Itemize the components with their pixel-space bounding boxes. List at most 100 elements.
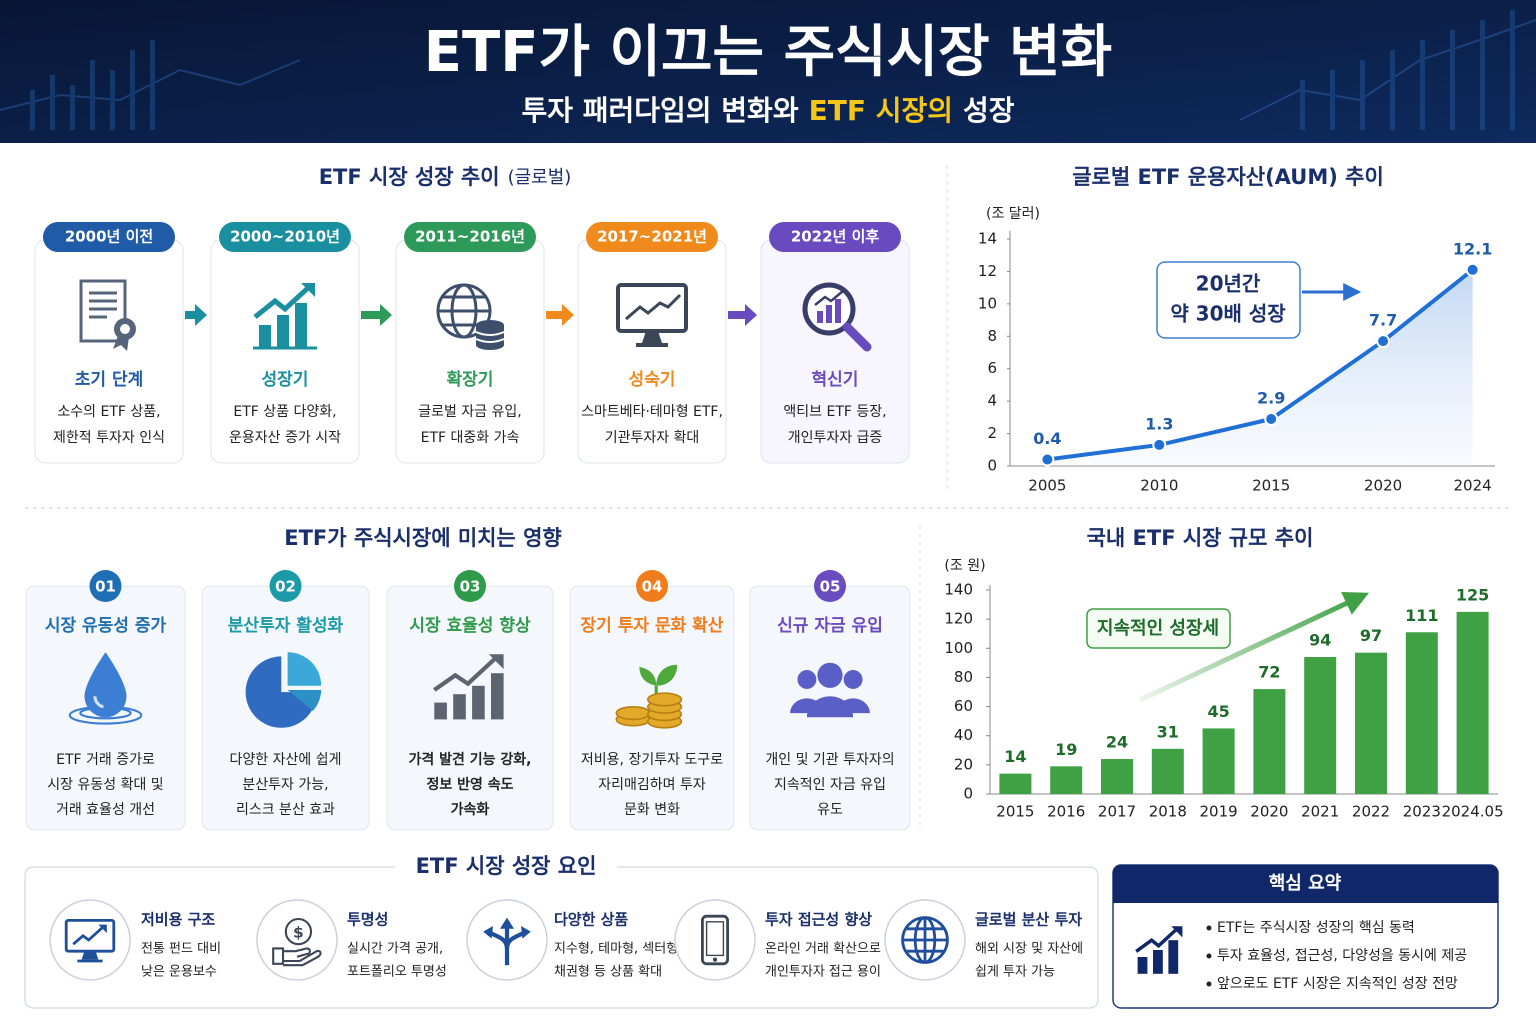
y-tick-label: 0 — [963, 785, 973, 803]
icon — [901, 916, 949, 964]
stage-description: 액티브 ETF 등장, — [783, 404, 886, 420]
subtitle-part: ETF 시장의 — [809, 94, 953, 127]
title-note: (글로벌) — [508, 167, 572, 188]
stage-description: 제한적 투자자 인식 — [53, 430, 165, 446]
stage-description: 스마트베타·테마형 ETF, — [581, 404, 723, 420]
number-badge — [89, 570, 122, 602]
stage-description: 소수의 ETF 상품, — [57, 404, 160, 420]
y-tick-label: 60 — [954, 697, 973, 715]
impact-description: 분산투자 가능, — [242, 777, 328, 793]
icon — [701, 914, 729, 966]
stage-description: 글로벌 자금 유입, — [418, 404, 522, 420]
summary-title: 핵심 요약 — [1269, 872, 1342, 894]
x-tick-label: 2023 — [1403, 803, 1441, 821]
data-point — [1152, 437, 1167, 452]
title-main: ETF 시장 성장 추이 — [319, 165, 500, 189]
bar — [999, 773, 1032, 794]
bar — [1355, 652, 1387, 794]
summary-item: 앞으로도 ETF 시장은 지속적인 성장 전망 — [1217, 976, 1458, 992]
factor-description: 낮은 운용보수 — [141, 965, 217, 980]
impact-number: 01 — [95, 578, 116, 596]
impact-description: 다양한 자산에 쉽게 — [230, 752, 342, 768]
y-tick-label: 120 — [944, 610, 973, 628]
stage-description: 운용자산 증가 시작 — [229, 430, 341, 446]
factor-title: 다양한 상품 — [554, 911, 628, 929]
factor-description: 쉽게 투자 가능 — [975, 965, 1055, 980]
y-tick-label: 0 — [987, 457, 997, 475]
impact-title: 분산투자 활성화 — [228, 615, 344, 636]
stage-period: 2011~2016년 — [415, 228, 525, 246]
summary-item: 투자 효율성, 접근성, 다양성을 동시에 제공 — [1217, 948, 1467, 964]
factor-description: 해외 시장 및 자산에 — [975, 942, 1083, 957]
stage-arrow — [361, 304, 392, 326]
impact-description: 문화 변화 — [624, 802, 680, 818]
x-tick-label: 2021 — [1301, 803, 1339, 821]
chart-title: 글로벌 ETF 운용자산(AUM) 추이 — [1072, 165, 1384, 189]
header-decoration — [0, 10, 1536, 130]
value-label: 31 — [1157, 722, 1179, 741]
annotation-box — [1156, 261, 1301, 339]
y-tick-label: 14 — [978, 230, 997, 248]
impact-description: 정보 반영 속도 — [426, 776, 513, 793]
impact-description: 지속적인 자금 유입 — [774, 777, 886, 793]
y-tick-label: 100 — [944, 639, 973, 657]
summary-item: ETF는 주식시장 성장의 핵심 동력 — [1217, 920, 1415, 936]
x-tick-label: 2020 — [1364, 477, 1402, 495]
value-label: 97 — [1360, 626, 1382, 645]
bar — [1151, 748, 1184, 794]
x-tick-label: 2016 — [1047, 803, 1085, 821]
bar — [1050, 766, 1083, 794]
stage-period: 2000~2010년 — [230, 228, 340, 246]
impact-title: 장기 투자 문화 확산 — [581, 616, 724, 636]
y-tick-label: 6 — [987, 359, 997, 377]
stage-description: 기관투자자 확대 — [605, 430, 700, 446]
number-badge — [814, 570, 846, 602]
y-tick-label: 80 — [954, 668, 973, 686]
impact-description: 개인 및 기관 투자자의 — [765, 752, 894, 768]
factor-description: 전통 펀드 대비 — [141, 942, 221, 957]
stage-description: ETF 대중화 가속 — [421, 430, 520, 446]
data-point — [1376, 334, 1391, 349]
stage-description: ETF 상품 다양화, — [233, 404, 336, 420]
impact-description: 가격 발견 기능 강화, — [409, 751, 532, 768]
factor-description: 지수형, 테마형, 섹터형, — [554, 942, 682, 957]
impact-description: 가속화 — [451, 802, 490, 818]
title-backdrop — [395, 855, 617, 881]
header-background — [0, 0, 1536, 143]
y-tick-label: 4 — [987, 392, 997, 410]
value-label: 14 — [1004, 747, 1026, 766]
chart-title: 국내 ETF 시장 규모 추이 — [1087, 526, 1314, 550]
unit-label: (조 원) — [944, 558, 985, 574]
impact-description: 거래 효율성 개선 — [56, 802, 155, 818]
y-tick-label: 10 — [978, 294, 997, 312]
stage-phase: 성숙기 — [629, 370, 676, 390]
impact-number: 03 — [460, 578, 481, 596]
data-point — [1264, 411, 1279, 426]
x-tick-label: 2010 — [1140, 477, 1178, 495]
value-label: 2.9 — [1257, 388, 1285, 407]
bullet — [1206, 925, 1212, 931]
impact-description: 리스크 분산 효과 — [236, 802, 335, 818]
page-subtitle: 투자 패러다임의 변화와 ETF 시장의 성장 — [521, 94, 1014, 127]
stage-pill — [219, 222, 351, 252]
stage-pill — [43, 222, 175, 252]
stage-period: 2022년 이후 — [791, 228, 880, 246]
unit-label: (조 달러) — [986, 206, 1040, 222]
bar — [1253, 689, 1286, 794]
factor-description: 포트폴리오 투명성 — [347, 965, 447, 980]
value-label: 12.1 — [1453, 239, 1492, 258]
stage-phase: 초기 단계 — [75, 370, 143, 390]
y-tick-label: 2 — [987, 424, 997, 442]
stage-arrow — [546, 304, 574, 326]
value-label: 72 — [1258, 663, 1280, 682]
stage-description: 개인투자자 급증 — [788, 430, 883, 446]
impact-description: ETF 거래 증가로 — [56, 752, 155, 768]
x-tick-label: 2018 — [1149, 803, 1187, 821]
stage-phase: 확장기 — [447, 370, 494, 390]
value-label: 1.3 — [1145, 414, 1173, 433]
number-badge — [636, 570, 668, 602]
value-label: 24 — [1106, 733, 1128, 752]
x-tick-label: 2020 — [1250, 803, 1288, 821]
